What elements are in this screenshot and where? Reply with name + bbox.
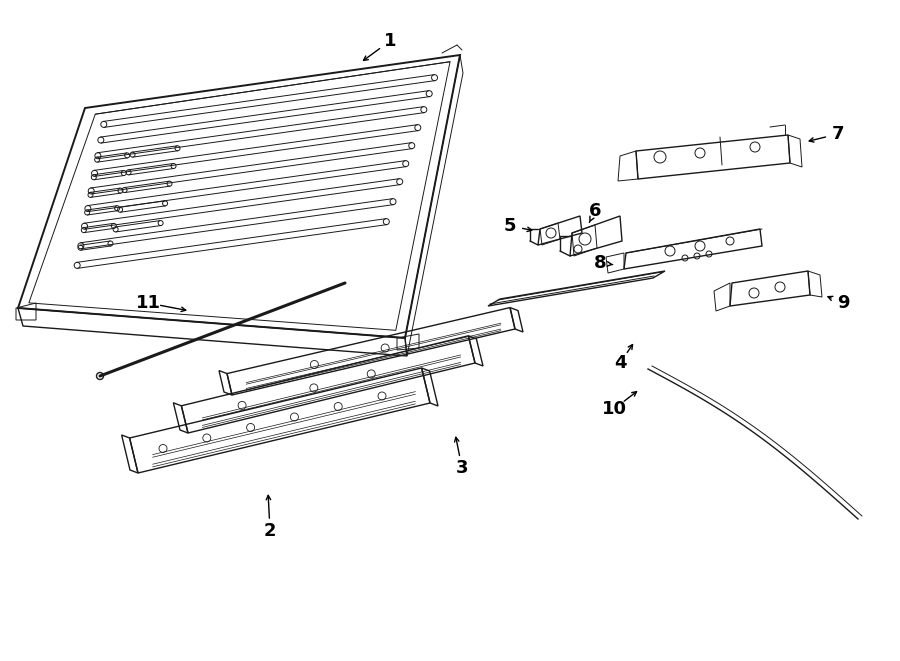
Text: 1: 1 xyxy=(383,32,396,50)
Text: 6: 6 xyxy=(589,202,601,220)
Text: 11: 11 xyxy=(136,294,160,312)
Text: 9: 9 xyxy=(837,294,850,312)
Text: 3: 3 xyxy=(455,459,468,477)
Text: 8: 8 xyxy=(594,254,607,272)
Text: 10: 10 xyxy=(601,400,626,418)
Text: 2: 2 xyxy=(264,522,276,540)
Text: 4: 4 xyxy=(614,354,626,372)
Text: 7: 7 xyxy=(832,125,844,143)
Text: 5: 5 xyxy=(504,217,517,235)
